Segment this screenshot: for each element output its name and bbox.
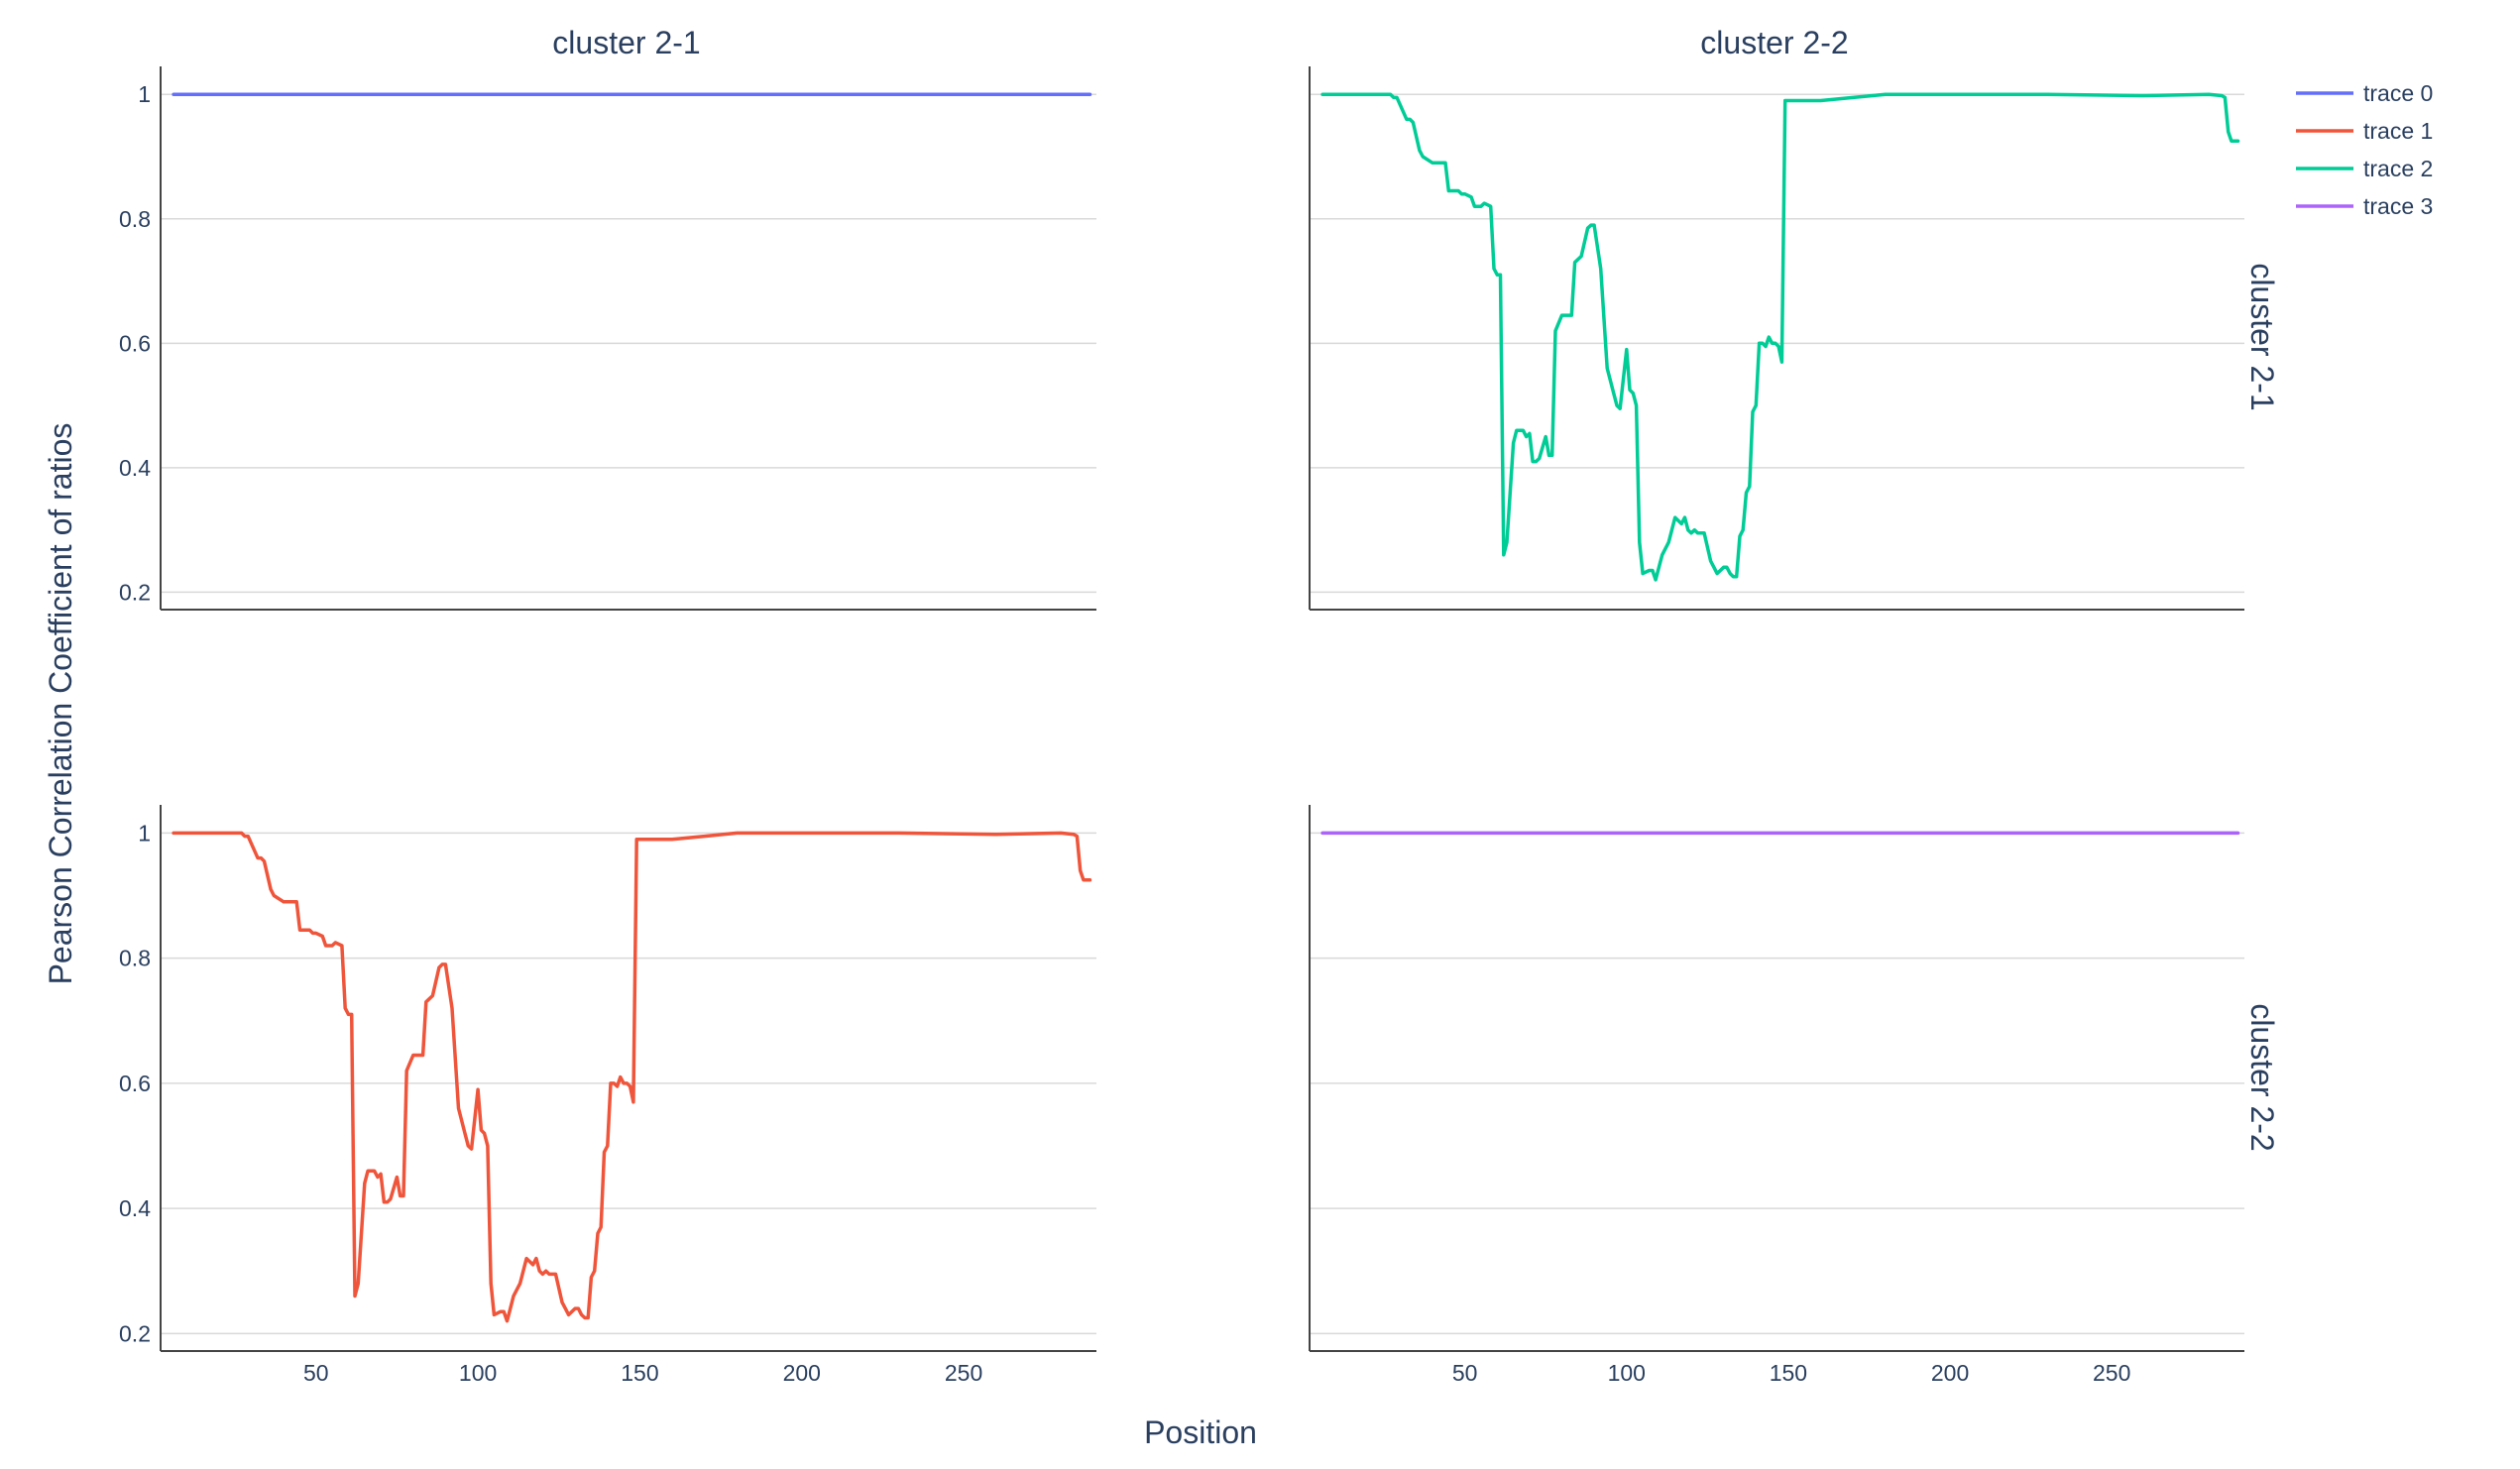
- y-tick-label: 0.8: [119, 946, 151, 971]
- series-line-trace-2: [1320, 92, 2240, 582]
- x-tick-label: 250: [945, 1360, 982, 1386]
- legend-item-trace-2[interactable]: trace 2: [2296, 156, 2433, 181]
- legend-item-trace-3[interactable]: trace 3: [2296, 193, 2433, 219]
- y-tick-label: 0.6: [119, 1071, 151, 1096]
- legend-item-trace-0[interactable]: trace 0: [2296, 80, 2433, 106]
- column-title-cluster-2-2: cluster 2-2: [1700, 25, 1848, 60]
- legend-label: trace 0: [2363, 80, 2433, 106]
- y-axis-title: Pearson Correlation Coefficient of ratio…: [43, 423, 78, 985]
- y-tick-label: 1: [138, 820, 151, 846]
- x-tick-label: 50: [1452, 1360, 1478, 1386]
- x-tick-label: 150: [1770, 1360, 1807, 1386]
- series-line-trace-1: [172, 831, 1092, 1323]
- x-tick-label: 100: [1608, 1360, 1646, 1386]
- x-tick-label: 50: [303, 1360, 329, 1386]
- row-title-cluster-2-2: cluster 2-2: [2244, 1003, 2280, 1151]
- column-title-cluster-2-1: cluster 2-1: [552, 25, 700, 60]
- y-tick-label: 0.2: [119, 1320, 151, 1346]
- y-tick-label: 1: [138, 81, 151, 107]
- legend-item-trace-1[interactable]: trace 1: [2296, 118, 2433, 144]
- x-axis-title: Position: [1144, 1414, 1257, 1450]
- y-tick-label: 0.4: [119, 1195, 151, 1221]
- y-tick-label: 0.2: [119, 579, 151, 605]
- y-tick-label: 0.4: [119, 455, 151, 481]
- y-tick-label: 0.8: [119, 206, 151, 232]
- legend: trace 0 trace 1 trace 2 trace 3: [2296, 80, 2433, 219]
- legend-label: trace 1: [2363, 118, 2433, 144]
- x-tick-label: 100: [459, 1360, 497, 1386]
- x-tick-label: 150: [621, 1360, 658, 1386]
- y-tick-label: 0.6: [119, 330, 151, 356]
- x-tick-label: 200: [1931, 1360, 1969, 1386]
- x-tick-label: 200: [783, 1360, 821, 1386]
- x-tick-label: 250: [2093, 1360, 2130, 1386]
- legend-label: trace 2: [2363, 156, 2433, 181]
- legend-label: trace 3: [2363, 193, 2433, 219]
- row-title-cluster-2-1: cluster 2-1: [2244, 263, 2280, 410]
